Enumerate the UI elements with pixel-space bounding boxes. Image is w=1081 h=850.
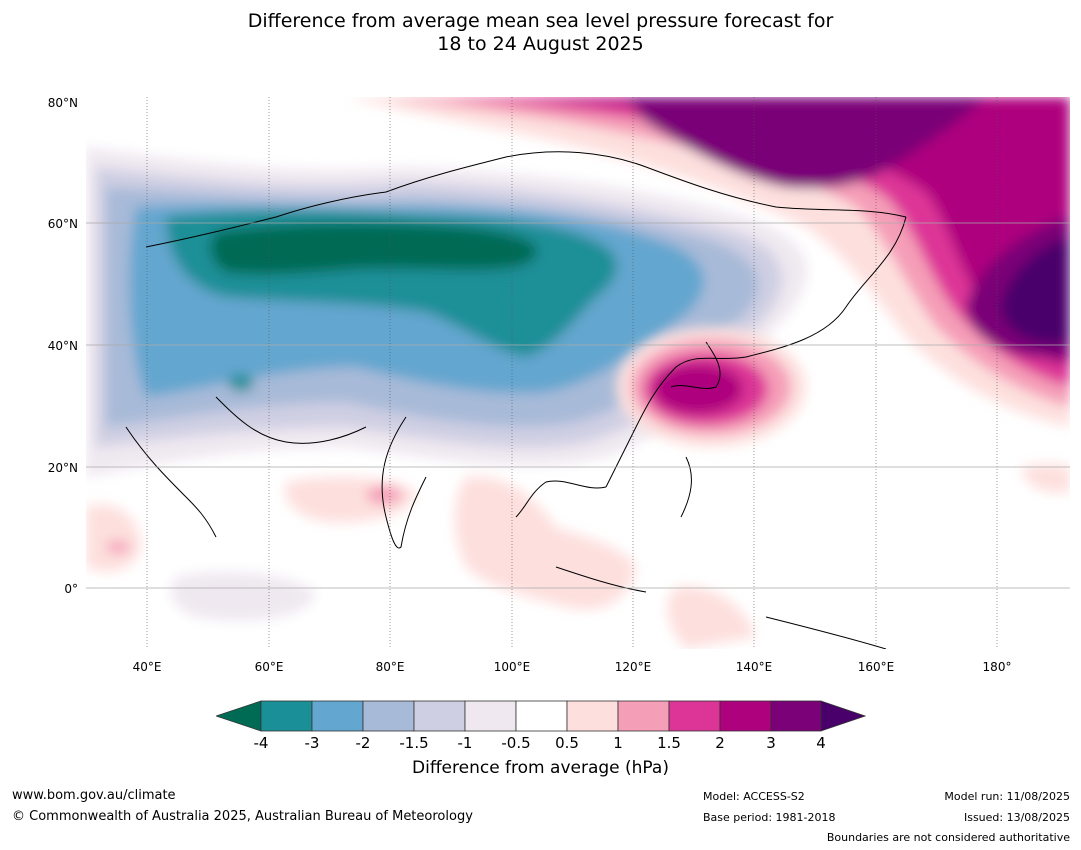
lon-label-40e: 40°E bbox=[132, 660, 162, 674]
colorbar-segment bbox=[515, 700, 568, 732]
colorbar-tick: -4 bbox=[253, 734, 269, 752]
colorbar-segment bbox=[464, 700, 517, 732]
colorbar-high-extension bbox=[820, 700, 866, 732]
copyright-text: © Commonwealth of Australia 2025, Austra… bbox=[12, 809, 473, 824]
issued-text: Issued: 13/08/2025 bbox=[963, 811, 1070, 824]
title-line-1: Difference from average mean sea level p… bbox=[247, 10, 834, 32]
colorbar-tick: -3 bbox=[304, 734, 320, 752]
colorbar-segment bbox=[770, 700, 822, 732]
lon-label-160e: 160°E bbox=[857, 660, 895, 674]
lat-label-80n: 80°N bbox=[47, 96, 78, 110]
colorbar-tick: 1.5 bbox=[657, 734, 681, 752]
colorbar-segment bbox=[260, 700, 313, 732]
colorbar-segment bbox=[566, 700, 619, 732]
lat-label-60n: 60°N bbox=[47, 217, 78, 231]
colorbar-title: Difference from average (hPa) bbox=[412, 758, 669, 778]
colorbar-tick: -1 bbox=[457, 734, 473, 752]
lon-label-60e: 60°E bbox=[254, 660, 284, 674]
model-text: Model: ACCESS-S2 bbox=[703, 790, 805, 803]
colorbar-segment bbox=[413, 700, 466, 732]
gridlines bbox=[146, 97, 998, 649]
colorbar-tick: 1 bbox=[613, 734, 623, 752]
colorbar-tick: -2 bbox=[355, 734, 371, 752]
lon-label-80e: 80°E bbox=[375, 660, 405, 674]
colorbar bbox=[216, 700, 866, 732]
positive-anomaly-region bbox=[346, 97, 1070, 427]
colorbar-segment bbox=[668, 700, 721, 732]
colorbar-low-extension bbox=[216, 700, 262, 732]
colorbar-segment bbox=[719, 700, 772, 732]
colorbar-tick: 3 bbox=[766, 734, 776, 752]
lon-label-100e: 100°E bbox=[493, 660, 531, 674]
colorbar-tick: 0.5 bbox=[555, 734, 579, 752]
lon-label-140e: 140°E bbox=[735, 660, 773, 674]
lat-label-40n: 40°N bbox=[47, 339, 78, 353]
lat-label-0: 0° bbox=[64, 582, 78, 596]
base-period-text: Base period: 1981-2018 bbox=[703, 811, 836, 824]
colorbar-segment bbox=[617, 700, 670, 732]
title-line-2: 18 to 24 August 2025 bbox=[437, 33, 644, 55]
colorbar-tick: 4 bbox=[816, 734, 826, 752]
colorbar-tick: -1.5 bbox=[399, 734, 429, 752]
pressure-anomaly-map bbox=[86, 97, 1070, 649]
chart-title: Difference from average mean sea level p… bbox=[0, 10, 1081, 56]
disclaimer-text: Boundaries are not considered authoritat… bbox=[826, 831, 1070, 844]
colorbar-segment bbox=[311, 700, 364, 732]
colorbar-tick: -0.5 bbox=[501, 734, 531, 752]
coastlines bbox=[125, 151, 907, 649]
website-link[interactable]: www.bom.gov.au/climate bbox=[12, 788, 176, 803]
lon-label-180: 180° bbox=[982, 660, 1012, 674]
colorbar-tick: 2 bbox=[715, 734, 725, 752]
model-run-text: Model run: 11/08/2025 bbox=[944, 790, 1070, 803]
tropical-anomaly-region bbox=[86, 464, 1070, 649]
japan-anomaly-region bbox=[616, 327, 806, 447]
lat-label-20n: 20°N bbox=[47, 461, 78, 475]
lon-label-120e: 120°E bbox=[614, 660, 652, 674]
colorbar-segment bbox=[362, 700, 415, 732]
